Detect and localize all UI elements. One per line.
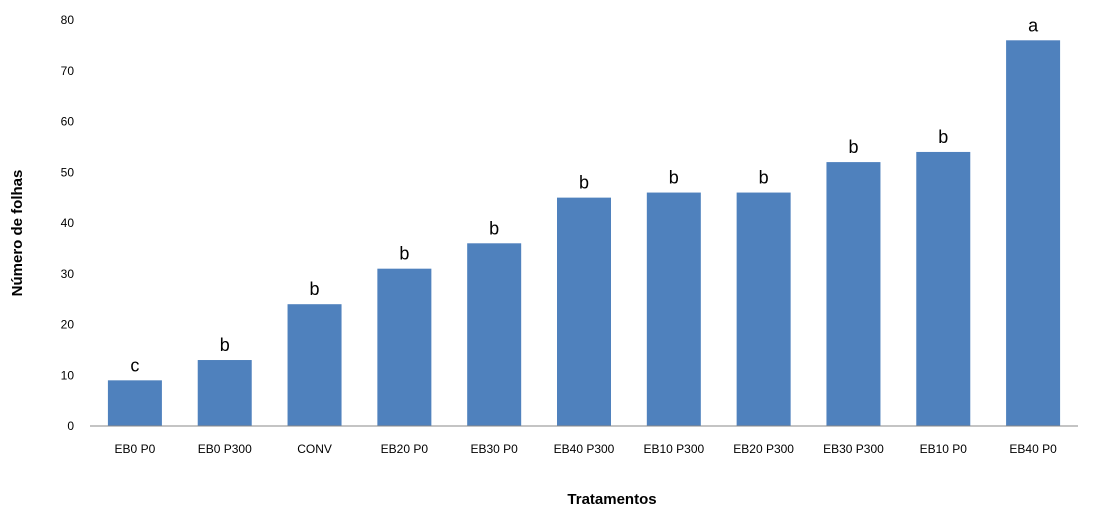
y-tick-label: 30: [61, 267, 75, 281]
x-tick-label: EB40 P0: [1009, 442, 1057, 456]
x-tick-label: EB0 P300: [198, 442, 252, 456]
x-tick-label: EB10 P0: [920, 442, 968, 456]
bar-significance-label: a: [1028, 15, 1039, 35]
y-tick-label: 70: [61, 64, 75, 78]
bar-significance-label: b: [310, 279, 320, 299]
bar: [107, 380, 162, 426]
bar-significance-label: b: [669, 168, 679, 188]
bar-significance-label: b: [938, 127, 948, 147]
y-tick-label: 80: [61, 13, 75, 27]
bar: [736, 192, 791, 426]
bar: [557, 197, 611, 426]
y-tick-label: 20: [61, 318, 75, 332]
data-labels: c b b b b b b b b b a: [130, 15, 1039, 375]
y-tick-label: 10: [61, 368, 75, 382]
x-tick-label: EB0 P0: [115, 442, 156, 456]
bar-significance-label: b: [489, 218, 499, 238]
y-tick-label: 50: [61, 165, 75, 179]
bar-significance-label: b: [579, 173, 589, 193]
x-tick-label: EB40 P300: [554, 442, 615, 456]
bar: [1006, 40, 1061, 427]
bar-significance-label: b: [220, 335, 230, 355]
x-tick-label: EB20 P300: [733, 442, 794, 456]
bar: [377, 268, 432, 426]
y-tick-label: 0: [67, 419, 74, 433]
bar-significance-label: c: [130, 355, 139, 375]
y-axis-title: Número de folhas: [9, 170, 26, 297]
x-tick-label: EB30 P0: [470, 442, 518, 456]
x-axis-tick-labels: EB0 P0 EB0 P300 CONV EB20 P0 EB30 P0 EB40 P30…: [115, 442, 1058, 456]
bar: [197, 360, 252, 426]
bars: [107, 40, 1061, 427]
bar-significance-label: b: [759, 168, 769, 188]
bar: [916, 151, 971, 426]
bar: [287, 304, 342, 426]
x-tick-label: CONV: [297, 442, 332, 456]
x-axis-title: Tratamentos: [567, 491, 656, 508]
bar: [826, 162, 881, 426]
bar-significance-label: b: [848, 137, 858, 157]
bar: [646, 192, 701, 426]
y-axis-ticks: 0 10 20 30 40 50 60 70 80: [61, 13, 75, 433]
x-tick-label: EB20 P0: [381, 442, 429, 456]
y-tick-label: 60: [61, 115, 75, 129]
y-tick-label: 40: [61, 216, 75, 230]
x-tick-label: EB30 P300: [823, 442, 884, 456]
bar-significance-label: b: [399, 244, 409, 264]
bar: [467, 243, 522, 426]
x-tick-label: EB10 P300: [643, 442, 704, 456]
